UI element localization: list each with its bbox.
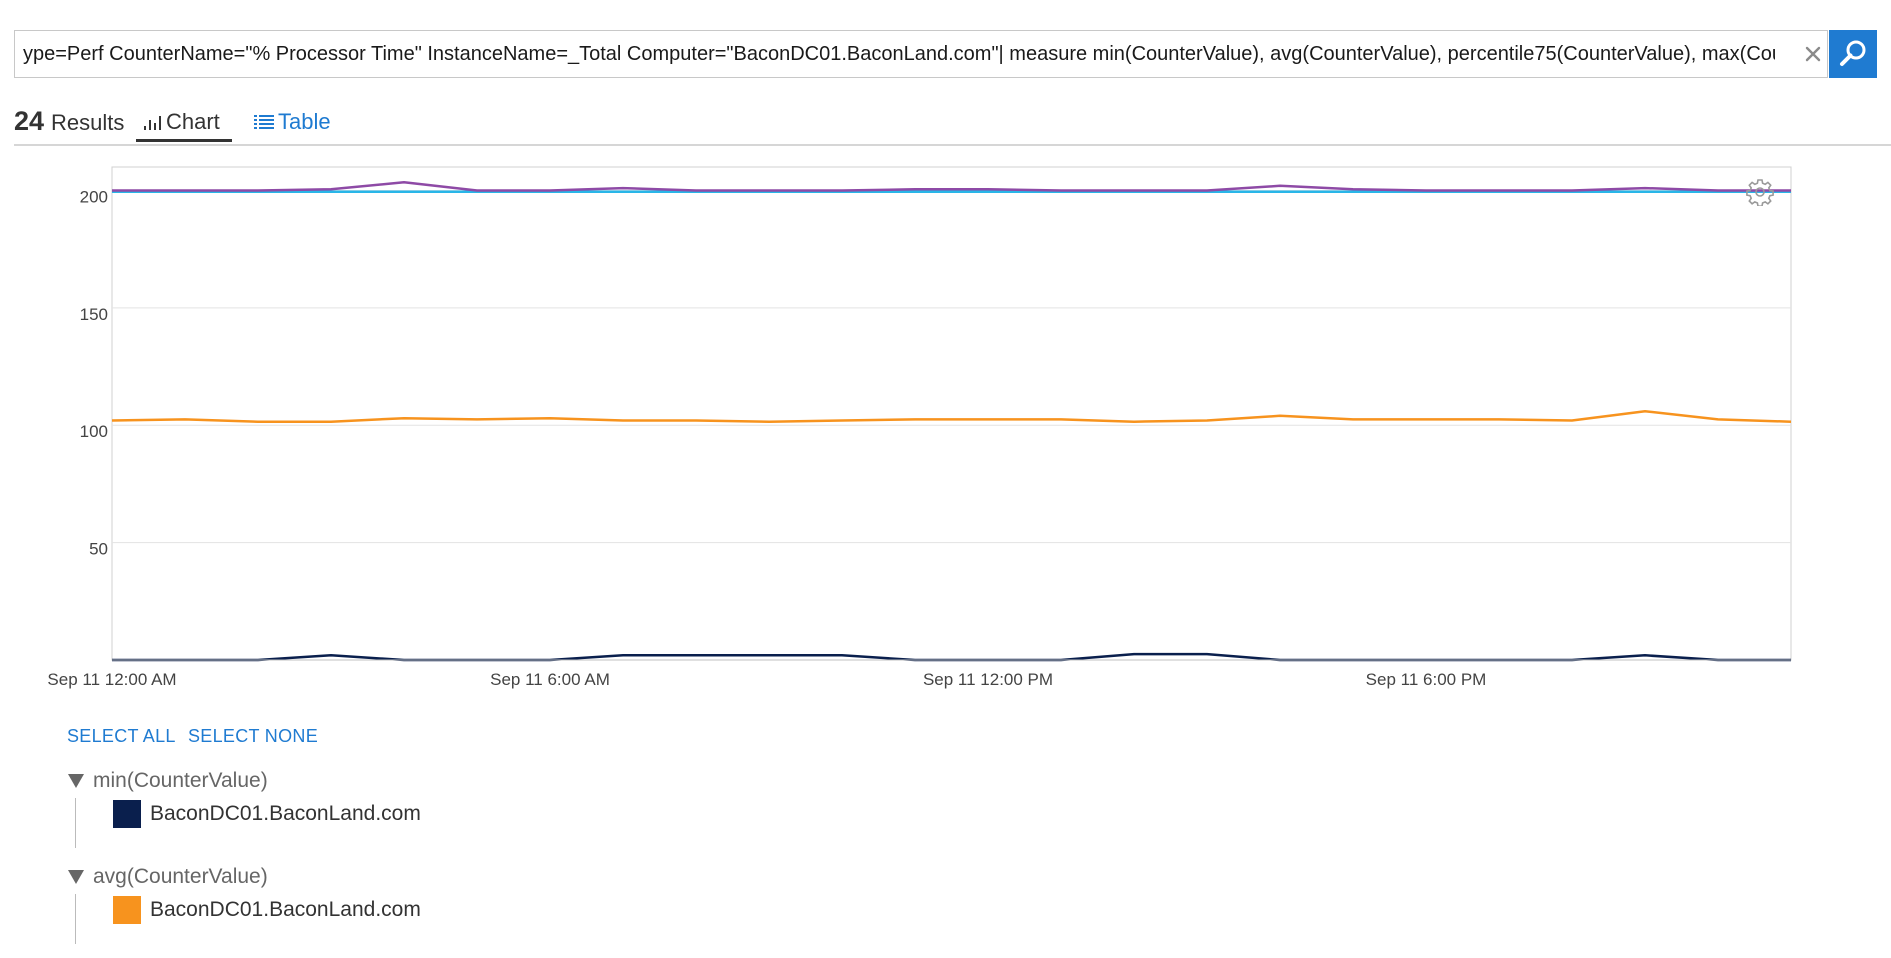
series-label: BaconDC01.BaconLand.com — [150, 898, 421, 921]
search-input[interactable] — [15, 31, 1775, 77]
select-none-link[interactable]: SELECT NONE — [188, 726, 319, 746]
clear-search-button[interactable] — [1797, 38, 1829, 70]
results-tabs-bar: 24 Results Chart Table — [14, 102, 1891, 146]
collapse-triangle-icon — [68, 870, 84, 884]
search-button[interactable] — [1829, 30, 1877, 78]
series-color-swatch — [113, 800, 141, 828]
close-icon — [1805, 46, 1821, 62]
chart-settings-button[interactable] — [1746, 178, 1774, 211]
series-line — [111, 409, 1792, 423]
x-tick-label: Sep 11 6:00 AM — [490, 670, 610, 689]
gear-icon — [1746, 179, 1774, 207]
plot-area-frame — [111, 166, 1792, 661]
line-chart: 50 100 150 200 Sep 11 12:00 AM Sep 11 6:00 AM… — [47, 166, 1792, 689]
table-icon — [254, 115, 274, 129]
search-bar — [14, 30, 1828, 78]
y-tick-label: 50 — [89, 540, 108, 559]
select-all-link[interactable]: SELECT ALL — [67, 726, 176, 746]
series-label: BaconDC01.BaconLand.com — [150, 802, 421, 825]
y-tick-label: 100 — [80, 422, 108, 441]
results-label: Results — [51, 110, 125, 135]
x-tick-label: Sep 11 12:00 AM — [47, 670, 176, 689]
legend-group-name: avg(CounterValue) — [93, 865, 268, 888]
tab-table-label: Table — [278, 109, 331, 134]
tab-chart-label: Chart — [166, 109, 220, 134]
collapse-triangle-icon — [68, 774, 84, 788]
legend-group-divider — [75, 798, 76, 848]
series-line — [112, 181, 1791, 192]
x-tick-label: Sep 11 12:00 PM — [923, 670, 1053, 689]
legend-group-name: min(CounterValue) — [93, 769, 268, 792]
series-color-swatch — [113, 896, 141, 924]
y-tick-label: 150 — [80, 305, 108, 324]
tab-chart[interactable]: Chart — [136, 102, 232, 142]
bar-chart-icon — [144, 116, 161, 130]
legend-group-divider — [75, 894, 76, 944]
y-tick-label: 200 — [80, 187, 108, 206]
results-count: 24 — [14, 106, 45, 136]
search-icon — [1840, 40, 1866, 66]
x-tick-label: Sep 11 6:00 PM — [1366, 670, 1487, 689]
series-line — [112, 652, 1791, 662]
tab-table[interactable]: Table — [254, 102, 344, 142]
